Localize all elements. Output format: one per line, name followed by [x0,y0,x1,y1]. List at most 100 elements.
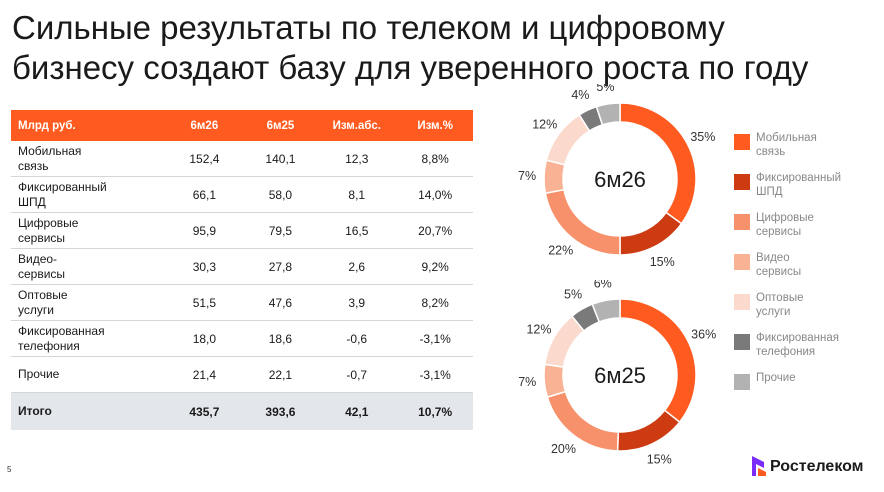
value-6m25: 27,8 [244,248,317,285]
header-abs-change: Изм.абс. [316,110,398,141]
slice-label: 15% [647,452,672,466]
title-line-1: Сильные результаты по телеком и цифровом… [12,9,725,46]
row-label-line: телефония [18,338,80,353]
legend-label-line: телефония [756,346,816,358]
row-label: Фиксированная телефония [11,320,165,357]
legend-item: Видео сервисы [734,251,884,283]
legend-swatch [734,134,750,150]
legend-item: Оптовые услуги [734,291,884,323]
table-row: Прочие 21,4 22,1 -0,7 -3,1% [11,356,473,393]
slice-label: 5% [564,288,582,302]
legend-label: Оптовые услуги [756,291,876,319]
row-label-line: Прочие [18,367,60,381]
legend-swatch [734,254,750,270]
pct-change: 14,0% [397,176,473,213]
value-6m26: 51,5 [164,284,245,321]
value-6m26: 21,4 [164,356,245,393]
revenue-table: Млрд руб. 6м26 6м25 Изм.абс. Изм.% Мобил… [11,110,473,430]
header-unit: Млрд руб. [11,110,165,141]
legend-swatch [734,294,750,310]
abs-change: 12,3 [316,141,398,177]
donut-slice [543,363,567,399]
value-6m26: 18,0 [164,320,245,357]
slice-label: 6% [594,280,612,291]
title-line-2: бизнесу создают базу для уверенного рост… [12,49,809,86]
row-label-line: Цифровые [18,215,79,230]
value-6m26: 152,4 [164,141,245,177]
row-label: Видео-сервисы [11,248,165,285]
legend-item: Прочие [734,371,884,403]
abs-change: -0,7 [316,356,398,393]
slice-label: 12% [526,322,551,336]
donut-chart-6m25: 36% 15% 20% 7% 12% 5% 6% 6м25 [518,280,716,466]
row-label-line: ШПД [18,194,46,209]
row-label-line: сервисы [18,230,66,245]
slice-label: 15% [650,255,675,269]
legend-item: Фиксированный ШПД [734,171,884,203]
page-number: 5 [7,465,12,474]
donut-slice [619,211,683,256]
header-6m26: 6м26 [164,110,245,141]
legend-label: Мобильная связь [756,131,876,159]
donut-slice [591,298,621,323]
pct-change: -3,1% [397,320,473,357]
abs-change: 16,5 [316,212,398,249]
slice-label: 5% [596,84,614,94]
donut-slice [595,102,621,126]
donut-slice [619,298,697,424]
table-row: Видео-сервисы 30,3 27,8 2,6 9,2% [11,248,473,285]
legend-label-line: Мобильная [756,132,817,144]
value-6m26: 95,9 [164,212,245,249]
row-label-line: Фиксированная [18,323,105,338]
pct-change: 8,2% [397,284,473,321]
pct-change: -3,1% [397,356,473,393]
legend-label-line: Видео [756,252,790,264]
row-label: Прочие [11,356,165,393]
donut-center-label: 6м26 [594,167,646,192]
row-label: Мобильная связь [11,141,165,177]
value-6m25: 22,1 [244,356,317,393]
legend-label-line: Фиксированная [756,332,839,344]
rostelecom-logo-icon [752,456,766,476]
row-label-line: сервисы [18,266,66,281]
abs-change: 8,1 [316,176,398,213]
row-label: Фиксированный ШПД [11,176,165,213]
row-label: Оптовые услуги [11,284,165,321]
legend-label: Прочие [756,371,876,385]
value-6m25: 47,6 [244,284,317,321]
legend-label-line: услуги [756,306,791,318]
total-6m26: 435,7 [164,392,245,430]
donut-chart-6m26: 35% 15% 22% 7% 12% 4% 5% 6м26 [518,84,715,269]
abs-change: 2,6 [316,248,398,285]
value-6m25: 140,1 [244,141,317,177]
table-total-row: Итого 435,7 393,6 42,1 10,7% [11,392,473,430]
table-row: Оптовые услуги 51,5 47,6 3,9 8,2% [11,284,473,321]
row-label-line: Оптовые [18,287,68,302]
legend-label: Видео сервисы [756,251,876,279]
logo-text: Ростелеком [770,458,864,475]
row-label-line: услуги [18,302,54,317]
abs-change: -0,6 [316,320,398,357]
legend-swatch [734,374,750,390]
legend-label: Фиксированная телефония [756,331,876,359]
legend-label: Цифровые сервисы [756,211,876,239]
abs-change: 3,9 [316,284,398,321]
slice-label: 36% [691,327,716,341]
legend-label-line: Оптовые [756,292,804,304]
donut-slice [543,159,566,195]
donut-slice [619,102,697,225]
slice-label: 22% [548,244,573,258]
total-pct-change: 10,7% [397,392,473,430]
legend-swatch [734,334,750,350]
header-pct-change: Изм.% [397,110,473,141]
legend-item: Цифровые сервисы [734,211,884,243]
row-label: Цифровые сервисы [11,212,165,249]
slice-label: 12% [532,117,557,131]
slice-label: 4% [571,88,589,102]
pct-change: 8,8% [397,141,473,177]
legend-label-line: Прочие [756,372,796,384]
legend-label-line: ШПД [756,186,783,198]
donut-center-label: 6м25 [594,363,646,388]
total-6m25: 393,6 [244,392,317,430]
total-label: Итого [11,392,165,430]
